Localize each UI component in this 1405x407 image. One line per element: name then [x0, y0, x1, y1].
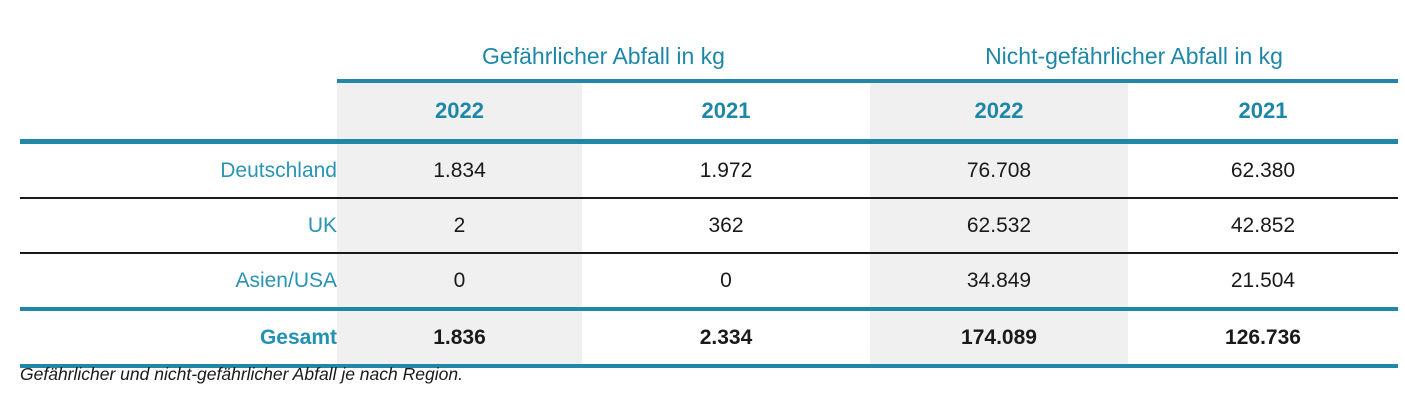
waste-by-region-table: Gefährlicher Abfall in kg Nicht-gefährli… — [20, 24, 1398, 368]
year-header-spacer-cell — [20, 81, 337, 144]
cell-asien-usa-hazardous-2022: 0 — [337, 253, 582, 309]
cell-gesamt-non-hazardous-2021: 126.736 — [1128, 307, 1398, 368]
region-label-deutschland: Deutschland — [20, 141, 337, 199]
cell-uk-non-hazardous-2021: 42.852 — [1128, 198, 1398, 254]
group-header-non-hazardous-waste: Nicht-gefährlicher Abfall in kg — [870, 24, 1398, 83]
cell-asien-usa-non-hazardous-2022: 34.849 — [870, 253, 1128, 309]
cell-asien-usa-hazardous-2021: 0 — [720, 268, 732, 292]
region-label-gesamt: Gesamt — [20, 307, 337, 368]
table-row-uk: UK 2 362 62.532 42.852 — [20, 198, 1398, 254]
cell-asien-usa-non-hazardous-2021: 21.504 — [1230, 268, 1296, 292]
waste-table-container: Gefährlicher Abfall in kg Nicht-gefährli… — [20, 24, 1398, 368]
cell-gesamt-non-hazardous-2022: 174.089 — [870, 307, 1128, 368]
table-row-asien-usa: Asien/USA 0 0 34.849 21.504 — [20, 253, 1398, 309]
cell-gesamt-hazardous-2021: 2.334 — [582, 307, 870, 368]
cell-deutschland-hazardous-2022: 1.834 — [337, 141, 582, 199]
table-row-gesamt: Gesamt 1.836 2.334 174.089 126.736 — [20, 307, 1398, 368]
region-label-uk: UK — [20, 198, 337, 254]
group-header-row: Gefährlicher Abfall in kg Nicht-gefährli… — [20, 24, 1398, 83]
cell-deutschland-hazardous-2021: 1.972 — [582, 141, 870, 199]
cell-uk-hazardous-2022: 2 — [337, 198, 582, 254]
year-header-non-hazardous-2022: 2022 — [870, 81, 1128, 144]
year-header-row: 2022 2021 2022 2021 — [20, 81, 1398, 144]
cell-uk-non-hazardous-2022: 62.532 — [870, 198, 1128, 254]
year-header-hazardous-2021: 2021 — [582, 81, 870, 144]
region-label-asien-usa: Asien/USA — [235, 268, 337, 292]
cell-gesamt-hazardous-2022: 1.836 — [337, 307, 582, 368]
cell-uk-hazardous-2021: 362 — [582, 198, 870, 254]
group-header-hazardous-waste: Gefährlicher Abfall in kg — [337, 24, 870, 83]
year-header-non-hazardous-2021: 2021 — [1128, 81, 1398, 144]
corner-spacer-cell — [20, 24, 337, 81]
table-caption: Gefährlicher und nicht-gefährlicher Abfa… — [20, 364, 463, 384]
cell-deutschland-non-hazardous-2022: 76.708 — [870, 141, 1128, 199]
year-header-hazardous-2022: 2022 — [337, 81, 582, 144]
cell-deutschland-non-hazardous-2021: 62.380 — [1128, 141, 1398, 199]
table-row-deutschland: Deutschland 1.834 1.972 76.708 62.380 — [20, 141, 1398, 199]
